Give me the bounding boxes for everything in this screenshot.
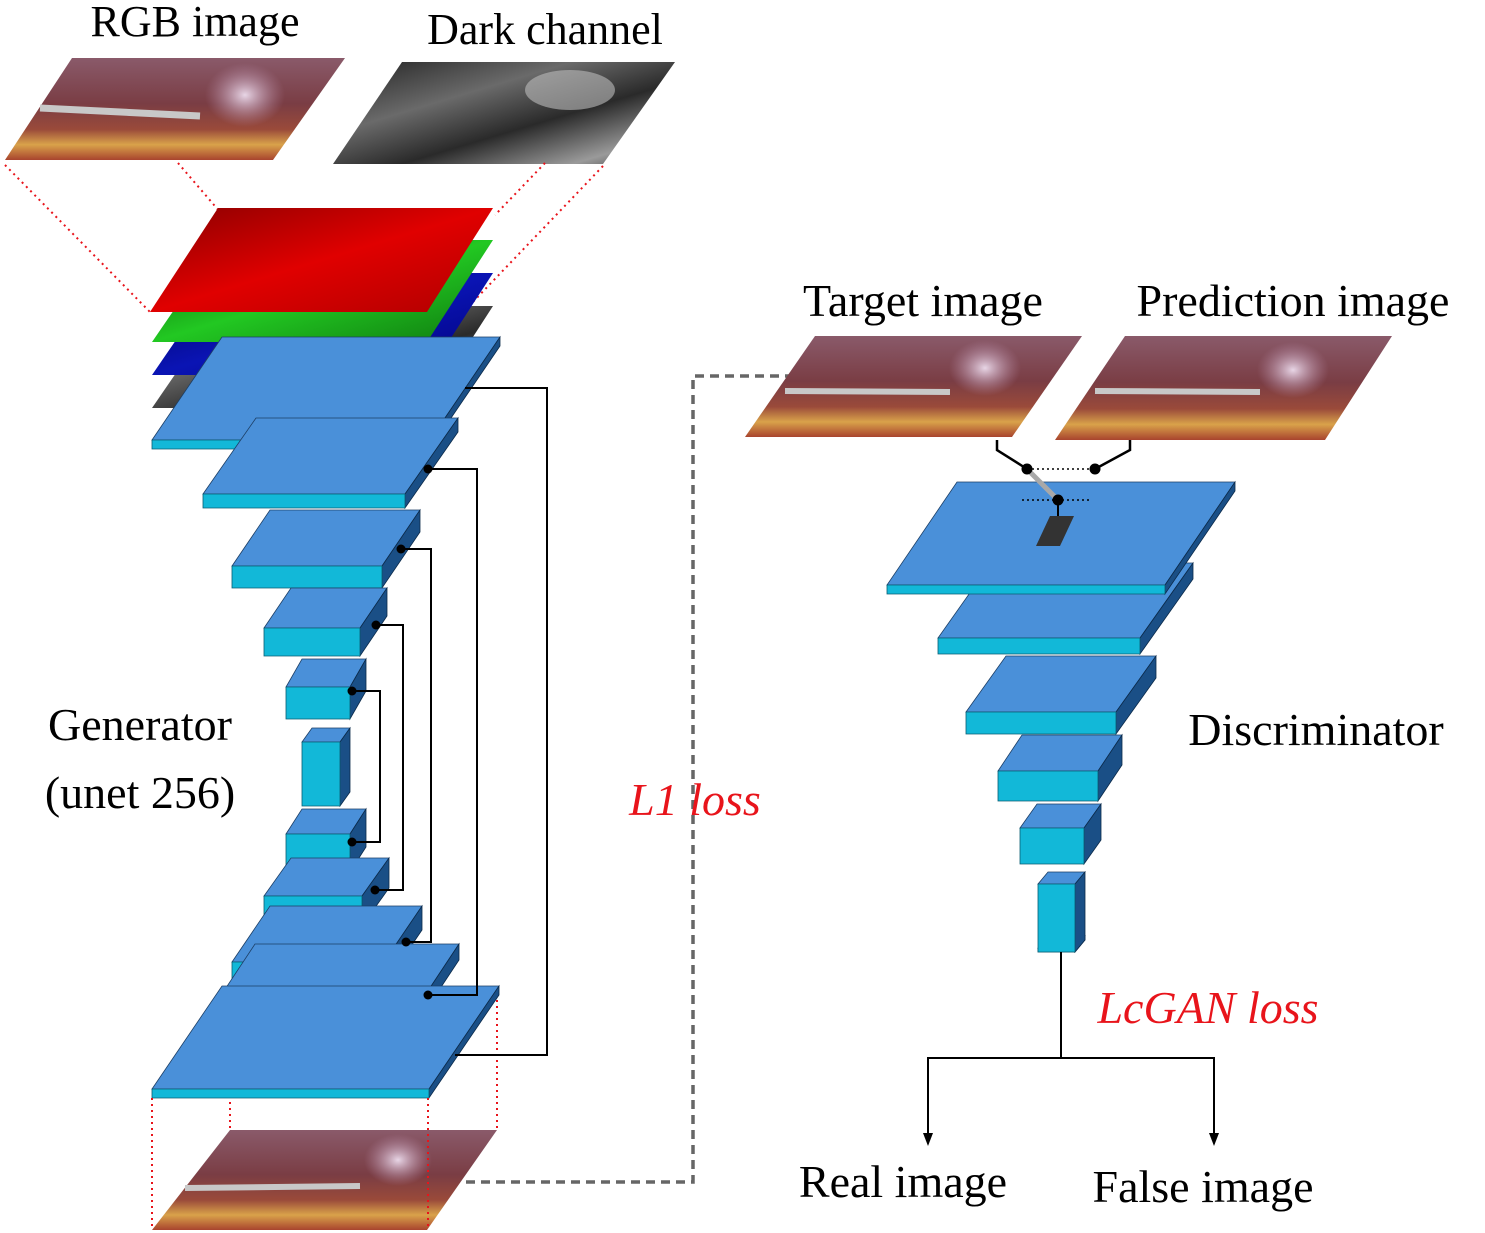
projection-lines-bottom [151,1000,498,1230]
discriminator-label: Discriminator [1188,704,1444,755]
prediction-image-label: Prediction image [1137,275,1450,326]
discriminator-input-connector [995,440,1132,546]
encoder-layer-4 [263,586,388,658]
junction-dots [347,464,433,1000]
bottleneck-layer [301,726,351,808]
output-branch [927,952,1215,1140]
disc-layer-3 [965,654,1157,736]
generator-sublabel: (unet 256) [45,767,235,818]
disc-layer-4 [997,733,1123,803]
output-image-thumbnail [152,1130,497,1230]
discriminator-blocks [886,480,1236,954]
false-image-label: False image [1093,1161,1314,1212]
generator-label: Generator [48,699,232,750]
target-image-label: Target image [803,275,1043,326]
disc-layer-6-body [1037,870,1086,954]
lcgan-loss-label: LcGAN loss [1096,982,1318,1033]
target-image-thumbnail [745,336,1082,437]
skip-connections [352,387,548,1056]
rgb-image-label: RGB image [91,0,300,46]
patch-kernel [1036,516,1074,546]
rgb-image-thumbnail [5,58,345,160]
l1-loss-label: L1 loss [628,774,761,825]
prediction-image-thumbnail [1055,336,1392,440]
real-image-label: Real image [799,1156,1007,1207]
encoder-layer-2 [202,416,459,510]
generator-blocks [151,335,501,1100]
decoder-layer-1 [151,984,500,1100]
disc-layer-5 [1019,802,1102,866]
projection-lines-top [4,162,604,313]
dark-channel-thumbnail [333,62,675,164]
red-channel-layer [150,208,493,312]
dark-channel-label: Dark channel [427,5,663,54]
encoder-layer-3 [231,508,421,590]
arrow-down-icon [923,1133,1219,1146]
l1-loss-connector [466,374,790,1184]
encoder-layer-5 [285,657,367,721]
